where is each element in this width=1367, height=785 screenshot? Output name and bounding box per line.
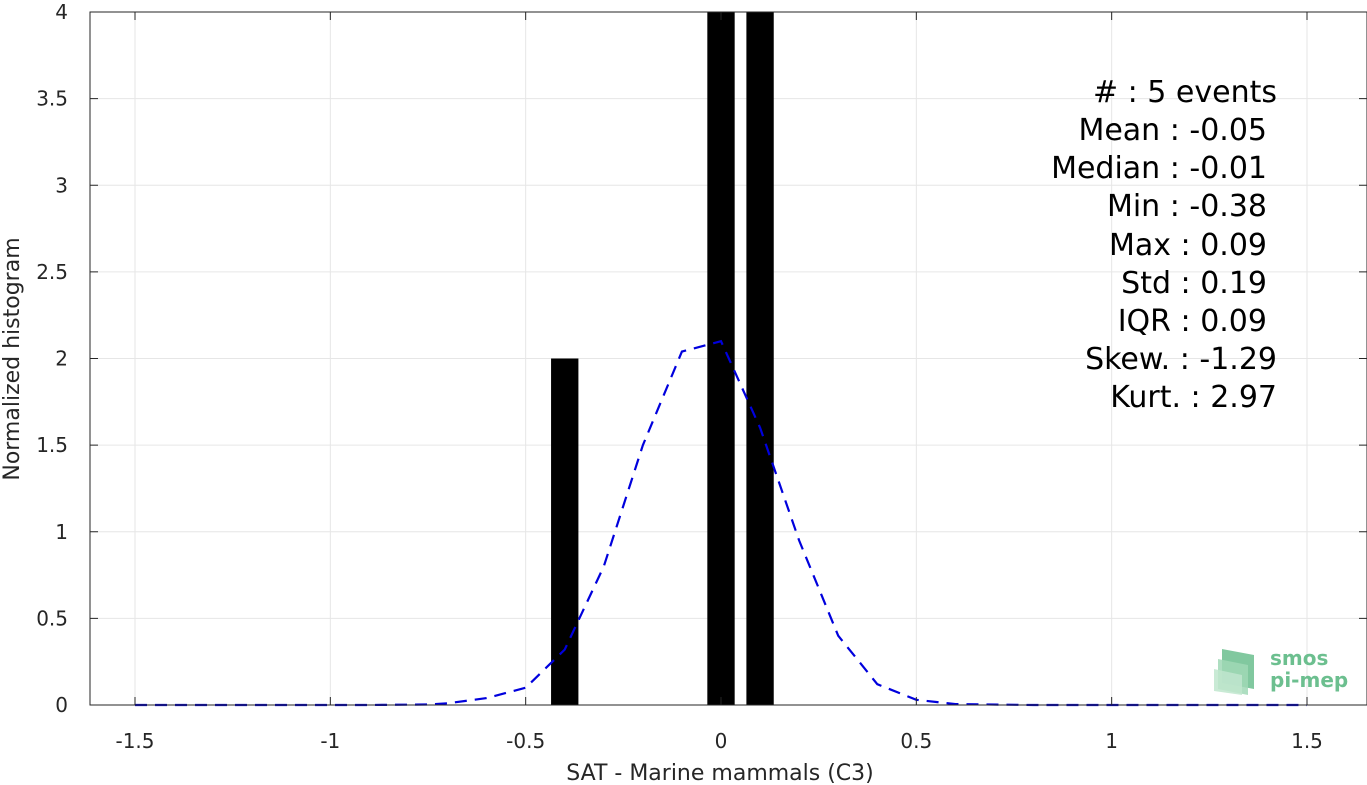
stat-median: Median : -0.01 — [1051, 151, 1267, 186]
stat-kurt: Kurt. : 2.97 — [1110, 380, 1277, 415]
y-tick-label: 1.5 — [36, 433, 68, 457]
statistics-annotation: # : 5 events Mean : -0.05 Median : -0.01… — [1051, 75, 1277, 415]
y-tick-label: 1 — [55, 520, 68, 544]
x-tick-label: 0.5 — [900, 729, 932, 753]
histogram-bar — [551, 358, 579, 705]
x-tick-label: -1 — [320, 729, 340, 753]
logo-text-smos: smos — [1270, 646, 1328, 670]
histogram-bar — [746, 12, 774, 705]
y-tick-label: 3.5 — [36, 87, 68, 111]
stat-iqr: IQR : 0.09 — [1118, 304, 1267, 339]
y-tick-labels: 0 0.5 1 1.5 2 2.5 3 3.5 4 — [36, 0, 68, 717]
histogram-bar — [707, 12, 735, 705]
y-tick-label: 2 — [55, 347, 68, 371]
x-tick-label: 1.5 — [1291, 729, 1323, 753]
y-tick-label: 0.5 — [36, 606, 68, 630]
stat-events: # : 5 events — [1093, 75, 1277, 110]
y-axis-label: Normalized histogram — [0, 237, 25, 480]
logo-mark-icon — [1214, 649, 1254, 695]
x-axis-label: SAT - Marine mammals (C3) — [566, 761, 874, 785]
y-tick-label: 3 — [55, 173, 68, 197]
stat-mean: Mean : -0.05 — [1078, 113, 1267, 148]
stat-max: Max : 0.09 — [1109, 228, 1267, 263]
histogram-bars — [551, 12, 774, 705]
y-tick-label: 4 — [55, 0, 68, 24]
stat-skew: Skew. : -1.29 — [1085, 342, 1277, 377]
stat-std: Std : 0.19 — [1121, 266, 1267, 301]
x-tick-label: -0.5 — [506, 729, 545, 753]
x-tick-label: 1 — [1105, 729, 1118, 753]
y-tick-label: 2.5 — [36, 260, 68, 284]
logo-text-pimep: pi-mep — [1270, 668, 1348, 692]
stat-min: Min : -0.38 — [1107, 189, 1267, 224]
y-tick-label: 0 — [55, 693, 68, 717]
axis-ticks — [90, 11, 1367, 706]
smos-pi-mep-logo: smos pi-mep — [1214, 646, 1348, 695]
x-tick-labels: -1.5 -1 -0.5 0 0.5 1 1.5 — [115, 729, 1322, 753]
x-tick-label: -1.5 — [115, 729, 154, 753]
x-tick-label: 0 — [715, 729, 728, 753]
